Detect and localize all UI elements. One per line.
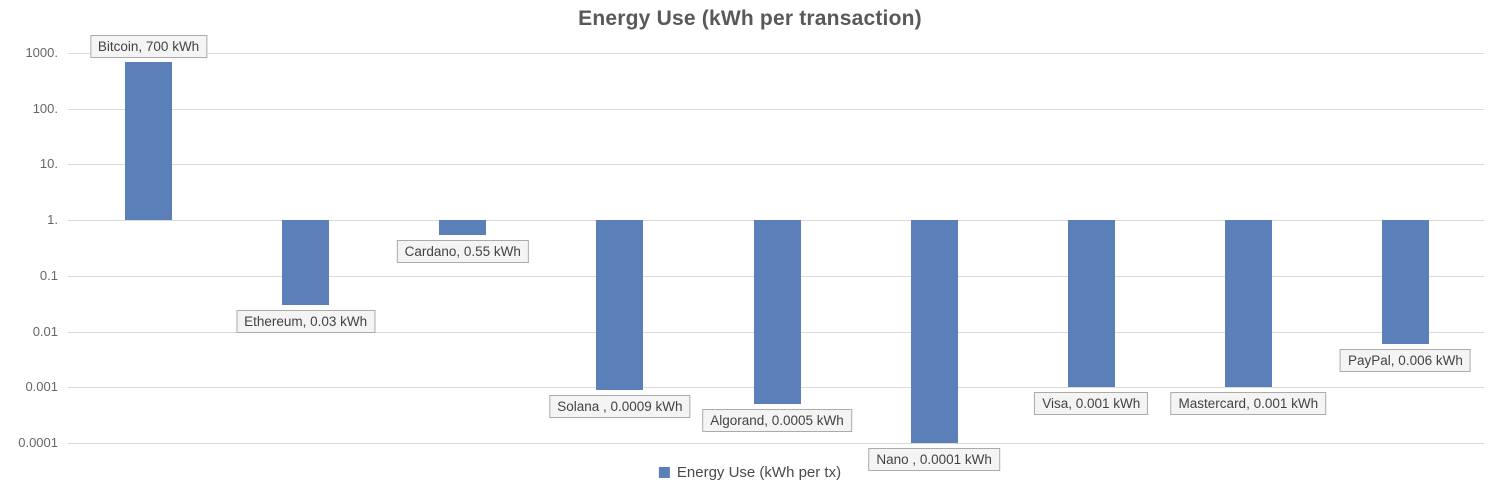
chart-title: Energy Use (kWh per transaction) bbox=[578, 7, 922, 30]
y-axis-tick-label: 0.001 bbox=[25, 379, 58, 395]
data-label-nano: Nano , 0.0001 kWh bbox=[868, 447, 1000, 471]
bar-nano bbox=[910, 220, 958, 443]
gridline bbox=[68, 442, 1484, 444]
bar-bitcoin bbox=[125, 61, 173, 221]
bar-visa bbox=[1067, 220, 1115, 388]
y-axis-tick-label: 1000. bbox=[25, 45, 58, 60]
gridline bbox=[68, 164, 1484, 166]
gridline bbox=[68, 108, 1484, 110]
data-label-cardano: Cardano, 0.55 kWh bbox=[396, 239, 529, 263]
y-axis-tick-label: 1. bbox=[47, 212, 58, 228]
gridline bbox=[68, 53, 1484, 54]
data-label-ethereum: Ethereum, 0.03 kWh bbox=[236, 309, 376, 333]
data-label-solana: Solana , 0.0009 kWh bbox=[549, 394, 691, 418]
bar-algorand bbox=[753, 220, 801, 404]
y-axis-tick-label: 0.1 bbox=[39, 267, 58, 283]
bar-solana bbox=[596, 220, 644, 390]
bar-cardano bbox=[439, 220, 487, 235]
data-label-paypal: PayPal, 0.006 kWh bbox=[1340, 348, 1471, 372]
y-axis-tick-label: 10. bbox=[39, 156, 58, 172]
data-label-bitcoin: Bitcoin, 700 kWh bbox=[89, 34, 208, 58]
legend: Energy Use (kWh per tx) bbox=[658, 461, 842, 483]
bar-mastercard bbox=[1224, 220, 1272, 388]
data-label-mastercard: Mastercard, 0.001 kWh bbox=[1170, 392, 1327, 416]
legend-label: Energy Use (kWh per tx) bbox=[676, 463, 842, 481]
y-axis-tick-label: 0.0001 bbox=[18, 434, 58, 450]
legend-swatch-icon bbox=[658, 466, 670, 478]
y-axis-tick-label: 100. bbox=[32, 100, 58, 116]
bar-ethereum bbox=[282, 220, 330, 305]
y-axis-tick-label: 0.01 bbox=[32, 323, 58, 339]
data-label-visa: Visa, 0.001 kWh bbox=[1034, 392, 1149, 416]
bar-paypal bbox=[1381, 220, 1429, 344]
data-label-algorand: Algorand, 0.0005 kWh bbox=[702, 408, 852, 432]
